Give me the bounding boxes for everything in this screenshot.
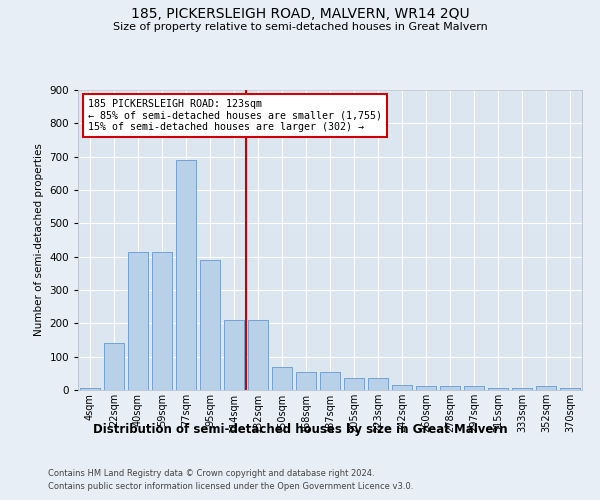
Bar [536,386,556,390]
Y-axis label: Number of semi-detached properties: Number of semi-detached properties [34,144,44,336]
Text: 185 PICKERSLEIGH ROAD: 123sqm
← 85% of semi-detached houses are smaller (1,755)
: 185 PICKERSLEIGH ROAD: 123sqm ← 85% of s… [88,99,382,132]
Bar [272,366,292,390]
Bar [224,320,244,390]
Bar [296,372,316,390]
Bar [344,378,364,390]
Bar [200,260,220,390]
Text: Contains public sector information licensed under the Open Government Licence v3: Contains public sector information licen… [48,482,413,491]
Bar [464,386,484,390]
Bar [392,385,412,390]
Bar [152,252,172,390]
Bar [320,372,340,390]
Bar [104,344,124,390]
Bar [80,388,100,390]
Bar [512,388,532,390]
Bar [128,252,148,390]
Text: Contains HM Land Registry data © Crown copyright and database right 2024.: Contains HM Land Registry data © Crown c… [48,468,374,477]
Bar [560,388,580,390]
Text: 185, PICKERSLEIGH ROAD, MALVERN, WR14 2QU: 185, PICKERSLEIGH ROAD, MALVERN, WR14 2Q… [131,8,469,22]
Text: Distribution of semi-detached houses by size in Great Malvern: Distribution of semi-detached houses by … [92,422,508,436]
Bar [440,386,460,390]
Bar [248,320,268,390]
Bar [416,386,436,390]
Bar [368,378,388,390]
Bar [488,388,508,390]
Bar [176,160,196,390]
Text: Size of property relative to semi-detached houses in Great Malvern: Size of property relative to semi-detach… [113,22,487,32]
